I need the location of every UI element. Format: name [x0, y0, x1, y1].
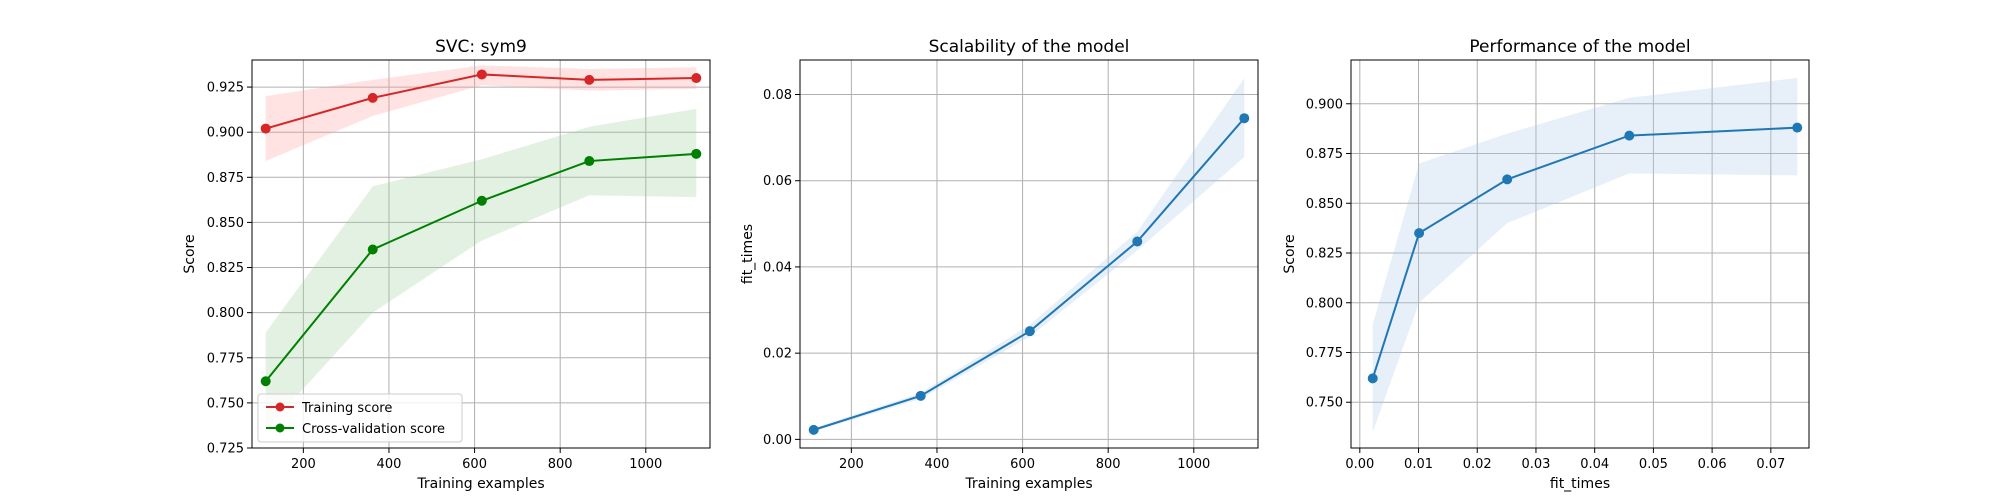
plot-frame — [251, 59, 711, 449]
y-tick-label: 0.750 — [1306, 396, 1343, 411]
data-point — [691, 148, 702, 159]
x-tick-label: 800 — [548, 457, 573, 472]
x-tick-label: 0.01 — [1404, 457, 1433, 472]
data-point — [691, 73, 702, 84]
y-tick-label: 0.04 — [763, 260, 792, 275]
x-axis-label: fit_times — [1550, 476, 1610, 492]
y-axis-label: fit_times — [740, 224, 756, 284]
x-tick-label: 0.00 — [1345, 457, 1374, 472]
y-tick-label: 0.850 — [207, 216, 244, 231]
series-points — [1367, 122, 1803, 384]
data-point — [1414, 228, 1425, 239]
y-tick-label: 0.825 — [207, 261, 244, 276]
data-point — [476, 195, 487, 206]
plot-frame — [799, 59, 1259, 449]
plot-frame — [1350, 59, 1810, 449]
y-tick-label: 0.725 — [207, 442, 244, 457]
data-point — [260, 123, 271, 134]
x-tick-label: 1000 — [1177, 457, 1210, 472]
y-tick-label: 0.00 — [763, 433, 792, 448]
legend: Training score Cross-validation score — [257, 393, 463, 443]
data-point — [584, 156, 595, 167]
x-tick-label: 0.05 — [1639, 457, 1668, 472]
x-tick-label: 400 — [377, 457, 402, 472]
x-tick-label: 1000 — [629, 457, 662, 472]
y-axis-label: Score — [182, 234, 198, 273]
y-tick-label: 0.875 — [207, 171, 244, 186]
x-tick-label: 600 — [462, 457, 487, 472]
x-tick-label: 800 — [1096, 457, 1121, 472]
x-ticks: 200 400 600 800 1000 — [839, 448, 1210, 472]
data-point — [367, 92, 378, 103]
panel-scalability: Scalability of the model Training exampl… — [740, 37, 1259, 492]
data-point — [915, 390, 926, 401]
x-axis-label: Training examples — [416, 476, 544, 492]
y-tick-label: 0.750 — [207, 396, 244, 411]
confidence-bands — [265, 65, 697, 430]
data-point — [260, 376, 271, 387]
series-points — [260, 69, 702, 387]
panel-learning-curve: SVC: sym9 Training examples Score 200 400… — [182, 37, 711, 492]
y-tick-label: 0.800 — [1306, 296, 1343, 311]
y-tick-label: 0.02 — [763, 347, 792, 362]
x-tick-label: 600 — [1010, 457, 1035, 472]
legend-swatch-marker-training — [275, 402, 285, 412]
data-point — [1624, 130, 1635, 141]
panel-title: Scalability of the model — [929, 37, 1130, 57]
x-axis-label: Training examples — [964, 476, 1092, 492]
confidence-band — [265, 108, 697, 430]
confidence-band — [1372, 77, 1798, 433]
x-ticks: 200 400 600 800 1000 — [291, 448, 662, 472]
y-tick-label: 0.875 — [1306, 147, 1343, 162]
panel-performance: Performance of the model fit_times Score… — [1282, 37, 1810, 492]
x-tick-label: 0.04 — [1580, 457, 1609, 472]
y-tick-label: 0.900 — [1306, 97, 1343, 112]
legend-label-training: Training score — [301, 401, 392, 416]
x-tick-label: 400 — [925, 457, 950, 472]
data-point — [1502, 174, 1513, 185]
x-ticks: 0.00 0.01 0.02 0.03 0.04 0.05 0.06 0.07 — [1345, 448, 1785, 472]
data-point — [1367, 373, 1378, 384]
panel-title: Performance of the model — [1469, 37, 1690, 57]
y-axis-label: Score — [1282, 234, 1298, 273]
y-ticks: 0.725 0.750 0.775 0.800 0.825 0.850 0.875 0.900… — [207, 81, 252, 457]
y-tick-label: 0.850 — [1306, 197, 1343, 212]
data-point — [584, 74, 595, 85]
y-tick-label: 0.900 — [207, 126, 244, 141]
data-point — [1792, 122, 1803, 133]
legend-label-cross-validation: Cross-validation score — [302, 422, 445, 437]
y-tick-label: 0.06 — [763, 174, 792, 189]
x-tick-label: 200 — [291, 457, 316, 472]
y-tick-label: 0.775 — [207, 351, 244, 366]
legend-box — [257, 393, 463, 443]
y-tick-label: 0.08 — [763, 88, 792, 103]
confidence-band — [265, 65, 697, 162]
y-tick-label: 0.800 — [207, 306, 244, 321]
y-tick-label: 0.925 — [207, 81, 244, 96]
y-tick-label: 0.825 — [1306, 247, 1343, 262]
confidence-bands — [1372, 77, 1798, 433]
legend-swatch-marker-cross-validation — [275, 423, 285, 433]
series-points — [808, 113, 1250, 435]
data-point — [1132, 236, 1143, 247]
data-point — [1239, 113, 1250, 124]
data-point — [367, 244, 378, 255]
data-point — [1024, 326, 1035, 337]
x-tick-label: 200 — [839, 457, 864, 472]
data-point — [808, 424, 819, 435]
panel-title: SVC: sym9 — [435, 37, 527, 57]
y-tick-label: 0.775 — [1306, 346, 1343, 361]
x-tick-label: 0.03 — [1521, 457, 1550, 472]
data-point — [476, 69, 487, 80]
x-tick-label: 0.06 — [1698, 457, 1727, 472]
y-ticks: 0.750 0.775 0.800 0.825 0.850 0.875 0.900 — [1306, 97, 1351, 411]
x-tick-label: 0.07 — [1756, 457, 1785, 472]
x-tick-label: 0.02 — [1463, 457, 1492, 472]
grid-lines — [800, 60, 1258, 448]
y-ticks: 0.00 0.02 0.04 0.06 0.08 — [763, 88, 800, 448]
